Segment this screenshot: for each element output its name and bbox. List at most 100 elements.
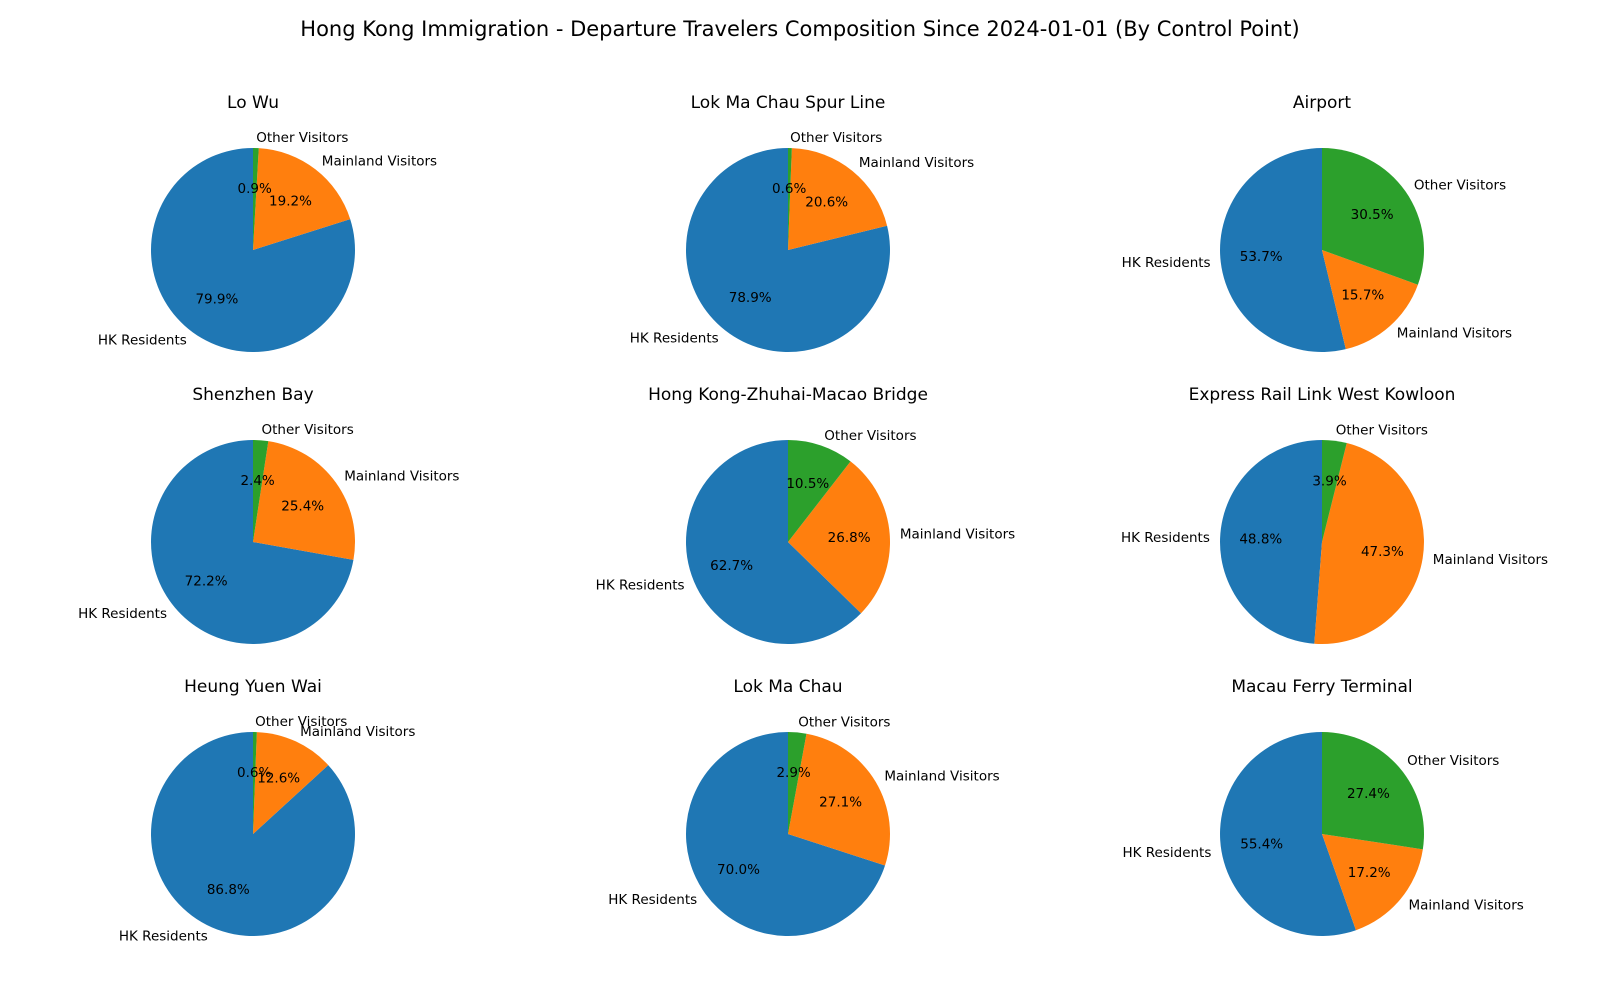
pie-category-label: Mainland Visitors: [859, 155, 974, 171]
pie-category-label: HK Residents: [1122, 255, 1211, 271]
pie-title: Lok Ma Chau Spur Line: [691, 93, 886, 113]
pie-shenzhen-bay: Shenzhen Bay 72.2% HK Residents 25.4% Mainla…: [78, 385, 459, 644]
pie-category-label: HK Residents: [98, 333, 187, 349]
pie-lo-wu: Lo Wu 79.9% HK Residents 19.2% Mainland Visi…: [98, 93, 437, 352]
pie-percent-label: 0.9%: [238, 181, 272, 197]
pie-percent-label: 25.4%: [281, 498, 324, 514]
pie-slice-hk-residents: [685, 147, 890, 353]
pie-express-rail-link-west-kowloon: Express Rail Link West Kowloon 48.8% HK Re…: [1121, 385, 1548, 644]
pie-slice-other-visitors: [1322, 148, 1424, 285]
pie-category-label: HK Residents: [608, 892, 697, 908]
pie-slice-mainland-visitors: [788, 148, 888, 250]
pie-percent-label: 27.1%: [819, 795, 862, 811]
pie-slice-other-visitors: [1322, 732, 1424, 850]
pie-percent-label: 26.8%: [828, 530, 871, 546]
pie-slice-mainland-visitors: [253, 441, 356, 560]
pie-category-label: Other Visitors: [798, 714, 890, 730]
pie-percent-label: 86.8%: [207, 882, 250, 898]
pie-percent-label: 2.4%: [240, 473, 274, 489]
pie-category-label: HK Residents: [1122, 845, 1211, 861]
pie-heung-yuen-wai: Heung Yuen Wai 86.8% HK Residents 12.6% Main…: [119, 677, 416, 945]
pie-category-label: Mainland Visitors: [900, 526, 1015, 542]
pie-title: Express Rail Link West Kowloon: [1189, 385, 1456, 405]
pie-slice-other-visitors: [788, 732, 807, 834]
pie-category-label: Other Visitors: [256, 130, 348, 146]
pie-slice-other-visitors: [1322, 440, 1347, 542]
pie-slice-mainland-visitors: [253, 148, 351, 250]
pie-category-label: HK Residents: [596, 578, 685, 594]
pie-slice-mainland-visitors: [1314, 443, 1424, 644]
pie-category-label: Other Visitors: [1407, 753, 1499, 769]
pie-percent-label: 62.7%: [710, 558, 753, 574]
pie-slice-other-visitors: [788, 147, 792, 250]
pie-category-label: HK Residents: [630, 330, 719, 346]
pie-slice-hk-residents: [151, 440, 354, 644]
pie-percent-label: 0.6%: [772, 181, 806, 197]
pie-category-label: Mainland Visitors: [884, 769, 999, 785]
pie-slice-mainland-visitors: [788, 733, 891, 866]
pie-percent-label: 20.6%: [805, 195, 848, 211]
pie-slice-hk-residents: [1220, 440, 1322, 644]
pie-category-label: Mainland Visitors: [1397, 326, 1512, 342]
pie-percent-label: 79.9%: [195, 291, 238, 307]
pie-slice-hk-residents: [686, 440, 862, 644]
pie-category-label: Mainland Visitors: [322, 153, 437, 169]
pie-hong-kong-zhuhai-macao-bridge: Hong Kong-Zhuhai-Macao Bridge 62.7% HK Res…: [596, 385, 1015, 644]
pie-slice-mainland-visitors: [1322, 834, 1423, 931]
pie-category-label: HK Residents: [119, 929, 208, 945]
pie-title: Lok Ma Chau: [733, 677, 842, 697]
pie-percent-label: 78.9%: [729, 290, 772, 306]
pie-percent-label: 48.8%: [1239, 532, 1282, 548]
pie-slice-hk-residents: [1220, 148, 1346, 352]
pie-title: Hong Kong-Zhuhai-Macao Bridge: [648, 385, 928, 405]
pie-slice-mainland-visitors: [1322, 250, 1418, 350]
pie-slice-hk-residents: [150, 148, 355, 352]
pie-slice-other-visitors: [253, 732, 257, 834]
pie-macau-ferry-terminal: Macau Ferry Terminal 55.4% HK Residents 17.…: [1122, 677, 1524, 937]
pie-category-label: Other Visitors: [262, 422, 354, 438]
pie-slice-other-visitors: [253, 147, 259, 250]
pie-slice-mainland-visitors: [253, 732, 329, 834]
pie-percent-label: 12.6%: [257, 771, 300, 787]
pie-slice-other-visitors: [788, 440, 851, 542]
pie-percent-label: 17.2%: [1348, 865, 1391, 881]
pie-percent-label: 15.7%: [1341, 288, 1384, 304]
pie-slice-hk-residents: [1220, 732, 1356, 937]
pie-percent-label: 3.9%: [1312, 473, 1346, 489]
pie-slice-hk-residents: [151, 732, 356, 936]
pie-percent-label: 10.5%: [786, 476, 829, 492]
pie-category-label: Mainland Visitors: [344, 469, 459, 485]
pie-title: Macau Ferry Terminal: [1231, 677, 1412, 697]
pie-category-label: Other Visitors: [1414, 178, 1506, 194]
pie-category-label: Other Visitors: [824, 428, 916, 444]
pie-title: Heung Yuen Wai: [184, 677, 322, 697]
pie-percent-label: 27.4%: [1347, 786, 1390, 802]
pie-title: Lo Wu: [227, 93, 279, 113]
pie-category-label: Mainland Visitors: [300, 724, 415, 740]
pie-category-label: Other Visitors: [255, 714, 347, 730]
pie-percent-label: 55.4%: [1240, 836, 1283, 852]
pie-category-label: Mainland Visitors: [1433, 552, 1548, 568]
pie-title: Airport: [1293, 93, 1352, 113]
pie-percent-label: 19.2%: [269, 194, 312, 210]
pie-category-label: HK Residents: [1121, 530, 1210, 546]
pie-slice-hk-residents: [686, 732, 886, 936]
pie-lok-ma-chau-spur-line: Lok Ma Chau Spur Line 78.9% HK Residents 20…: [630, 93, 974, 353]
pie-slice-other-visitors: [253, 440, 269, 542]
pie-category-label: Mainland Visitors: [1409, 898, 1524, 914]
pie-lok-ma-chau: Lok Ma Chau 70.0% HK Residents 27.1% Mainlan…: [608, 677, 1000, 936]
pie-category-label: Other Visitors: [790, 130, 882, 146]
pie-percent-label: 72.2%: [185, 573, 228, 589]
pie-grid: Lo Wu 79.9% HK Residents 19.2% Mainland Visi…: [78, 93, 1548, 945]
pie-percent-label: 0.6%: [237, 765, 271, 781]
pie-percent-label: 70.0%: [717, 862, 760, 878]
pie-airport: Airport 53.7% HK Residents 15.7% Mainland Vi…: [1122, 93, 1512, 352]
pie-percent-label: 30.5%: [1351, 207, 1394, 223]
pie-category-label: HK Residents: [78, 606, 167, 622]
figure-title: Hong Kong Immigration - Departure Travel…: [300, 17, 1299, 41]
pie-category-label: Other Visitors: [1336, 423, 1428, 439]
pie-slice-mainland-visitors: [788, 461, 891, 614]
pie-percent-label: 53.7%: [1240, 249, 1283, 265]
